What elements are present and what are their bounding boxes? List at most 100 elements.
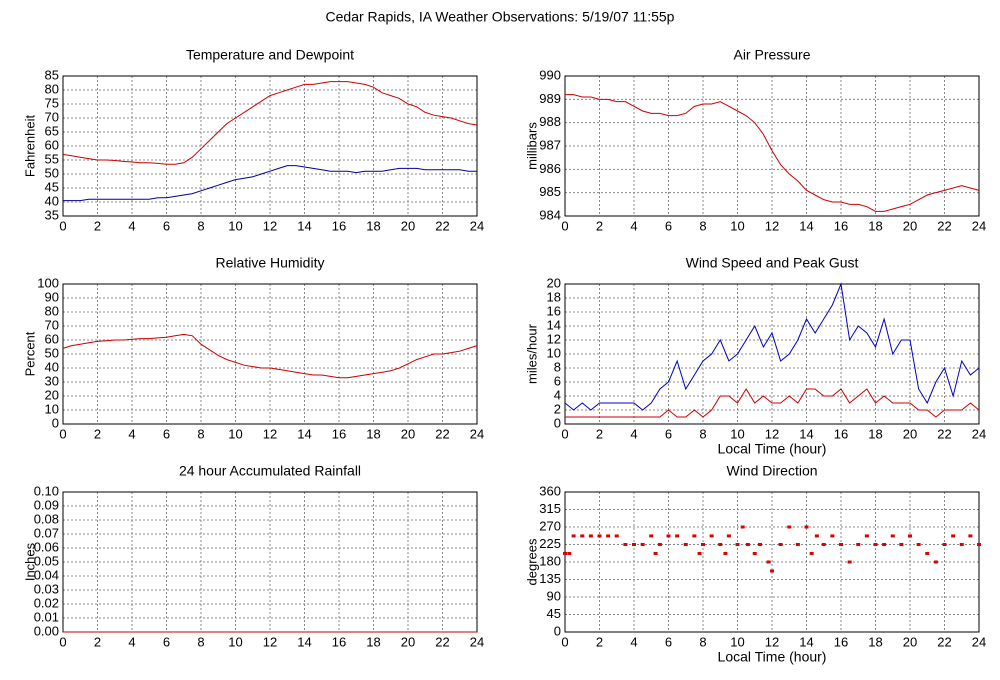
x-tick-label: 8 <box>197 218 204 233</box>
y-tick-label: 135 <box>539 571 561 586</box>
data-point <box>847 560 852 564</box>
x-tick-label: 24 <box>470 218 484 233</box>
data-point <box>726 534 731 538</box>
y-tick-label: 985 <box>539 184 561 199</box>
y-tick-label: 0.05 <box>34 553 59 568</box>
y-tick-label: 10 <box>547 345 561 360</box>
y-axis-label: Percent <box>22 331 37 376</box>
data-point <box>740 525 745 529</box>
x-tick-label: 6 <box>665 218 672 233</box>
x-tick-label: 20 <box>401 218 415 233</box>
data-point <box>864 534 869 538</box>
x-tick-label: 18 <box>868 218 882 233</box>
x-tick-label: 8 <box>699 634 706 649</box>
data-point <box>856 543 861 546</box>
x-tick-label: 10 <box>730 634 744 649</box>
data-line <box>62 81 478 165</box>
x-tick-label: 2 <box>94 426 101 441</box>
data-point <box>821 543 826 546</box>
chart-title: Relative Humidity <box>216 255 325 271</box>
data-point <box>571 534 576 538</box>
x-tick-label: 24 <box>972 426 986 441</box>
y-tick-label: 0 <box>554 623 561 638</box>
x-tick-label: 18 <box>366 426 380 441</box>
y-tick-label: 20 <box>45 387 59 402</box>
y-tick-label: 85 <box>45 67 59 82</box>
y-tick-label: 45 <box>45 179 59 194</box>
y-tick-label: 30 <box>45 373 59 388</box>
x-tick-label: 6 <box>665 426 672 441</box>
x-tick-label: 20 <box>401 426 415 441</box>
x-tick-label: 0 <box>59 218 66 233</box>
x-tick-label: 16 <box>332 634 346 649</box>
plot-frame <box>564 75 980 217</box>
x-tick-label: 22 <box>937 218 951 233</box>
y-tick-label: 80 <box>45 81 59 96</box>
y-tick-label: 270 <box>539 518 561 533</box>
data-point <box>830 534 835 538</box>
x-tick-label: 18 <box>868 634 882 649</box>
x-tick-label: 22 <box>937 426 951 441</box>
y-tick-label: 90 <box>547 588 561 603</box>
x-tick-label: 8 <box>699 218 706 233</box>
data-point <box>925 551 930 555</box>
data-point <box>735 543 740 546</box>
y-tick-label: 0.07 <box>34 525 59 540</box>
y-tick-label: 18 <box>547 289 561 304</box>
data-point <box>701 543 705 546</box>
x-tick-label: 4 <box>128 426 135 441</box>
y-tick-label: 60 <box>45 331 59 346</box>
x-tick-label: 20 <box>903 218 917 233</box>
x-tick-label: 4 <box>630 634 637 649</box>
y-tick-label: 40 <box>45 359 59 374</box>
x-tick-label: 20 <box>401 634 415 649</box>
y-tick-label: 0.02 <box>34 595 59 610</box>
x-axis-label: Local Time (hour) <box>718 441 827 457</box>
x-tick-label: 16 <box>834 634 848 649</box>
x-tick-label: 22 <box>937 634 951 649</box>
x-tick-label: 20 <box>903 634 917 649</box>
x-tick-label: 24 <box>972 634 986 649</box>
x-tick-label: 4 <box>630 426 637 441</box>
data-point <box>614 534 619 538</box>
chart-title: Temperature and Dewpoint <box>186 47 354 63</box>
x-tick-label: 10 <box>228 634 242 649</box>
y-tick-label: 80 <box>45 303 59 318</box>
data-point <box>933 560 938 564</box>
y-tick-label: 987 <box>539 137 561 152</box>
y-tick-label: 14 <box>547 317 561 332</box>
x-tick-label: 24 <box>972 218 986 233</box>
data-point <box>649 534 654 538</box>
data-point <box>882 543 887 546</box>
data-point <box>787 525 792 529</box>
data-point <box>723 551 728 555</box>
x-tick-label: 18 <box>366 218 380 233</box>
x-tick-label: 20 <box>903 426 917 441</box>
y-tick-label: 16 <box>547 303 561 318</box>
y-tick-label: 0.01 <box>34 609 59 624</box>
y-tick-label: 50 <box>45 345 59 360</box>
x-tick-label: 14 <box>799 426 813 441</box>
x-tick-label: 2 <box>94 218 101 233</box>
data-point <box>873 543 878 546</box>
plot-frame <box>62 283 478 425</box>
x-tick-label: 0 <box>561 634 568 649</box>
data-point <box>752 551 757 555</box>
y-tick-label: 360 <box>539 483 561 498</box>
y-axis-label: miles/hour <box>524 323 539 384</box>
x-tick-label: 10 <box>228 218 242 233</box>
x-tick-label: 8 <box>197 634 204 649</box>
y-tick-label: 100 <box>37 275 59 290</box>
data-point <box>580 534 585 538</box>
y-axis-label: millibars <box>524 122 539 170</box>
x-tick-label: 6 <box>163 218 170 233</box>
x-tick-label: 14 <box>799 218 813 233</box>
data-point <box>653 551 658 555</box>
data-line <box>62 333 478 379</box>
chart-title: 24 hour Accumulated Rainfall <box>179 463 361 479</box>
data-point <box>968 534 973 538</box>
y-tick-label: 0 <box>52 415 59 430</box>
y-tick-label: 225 <box>539 536 561 551</box>
x-tick-label: 18 <box>868 426 882 441</box>
